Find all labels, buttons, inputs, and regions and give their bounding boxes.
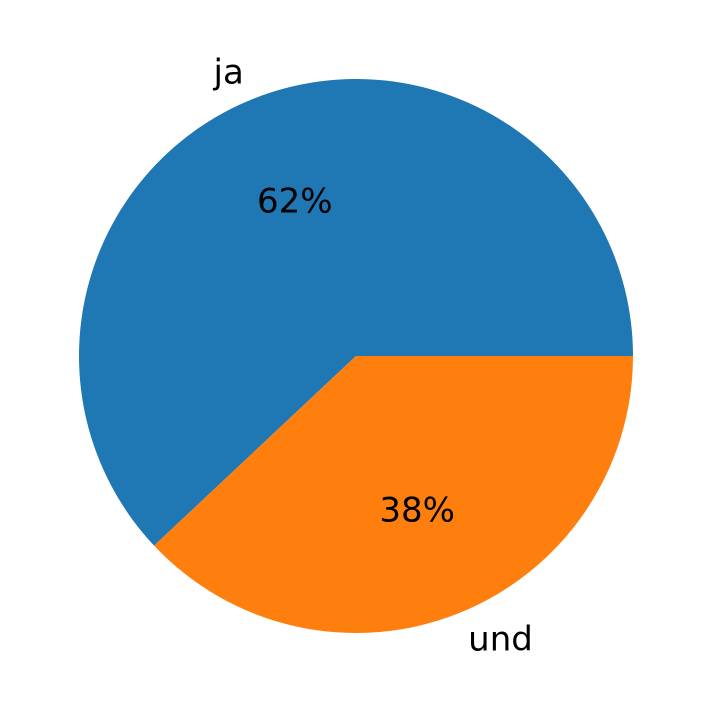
pie-labels: ja 62% und 38% <box>213 53 533 660</box>
pct-label-ja: 62% <box>257 181 333 221</box>
pie-slices <box>78 78 633 633</box>
pct-label-und: 38% <box>379 491 455 531</box>
pie-slice-ja <box>78 78 633 546</box>
slice-label-und: und <box>468 619 533 659</box>
pie-slice-und <box>154 356 633 633</box>
slice-label-ja: ja <box>213 53 244 93</box>
